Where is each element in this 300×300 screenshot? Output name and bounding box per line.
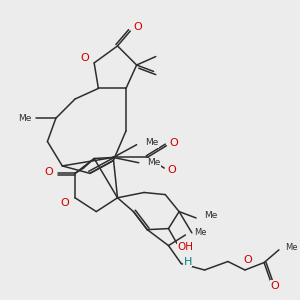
Text: O: O [270, 281, 279, 291]
Text: Me: Me [194, 228, 207, 237]
Text: O: O [167, 165, 176, 175]
Text: Me: Me [145, 138, 158, 147]
Text: O: O [169, 138, 178, 148]
Text: O: O [60, 198, 69, 208]
Text: Me: Me [204, 211, 218, 220]
Text: H: H [183, 256, 192, 266]
Text: Me: Me [147, 158, 160, 167]
Text: Me: Me [18, 114, 32, 123]
Text: OH: OH [178, 242, 194, 252]
Text: Me: Me [285, 243, 298, 252]
Text: O: O [133, 22, 142, 32]
Text: O: O [44, 167, 53, 177]
Text: O: O [244, 255, 253, 266]
Text: O: O [80, 52, 89, 63]
